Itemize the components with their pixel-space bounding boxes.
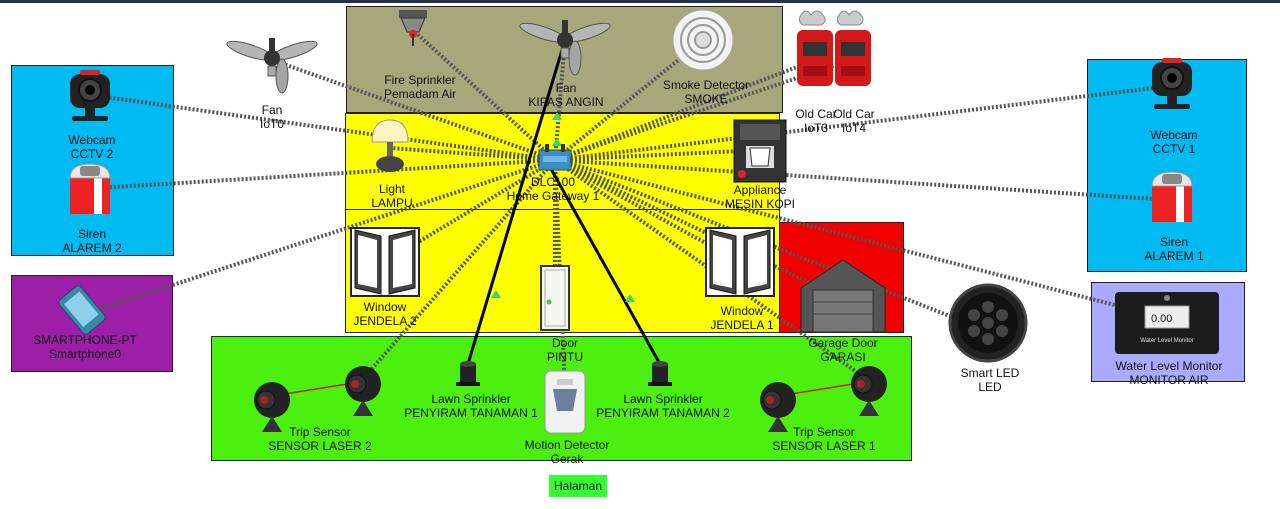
motion-detector-label: Motion Detector Gerak [524,438,610,466]
fan-kipas-label: Fan KIPAS ANGIN [528,81,604,109]
webcam-cctv2-label: Webcam CCTV 2 [68,133,116,161]
light-lampu-label: Light LAMPU [371,182,413,210]
home-gateway-icon[interactable] [538,144,572,171]
door-pintu-label: Door PINTU [547,336,583,364]
wired-cables [466,39,662,365]
lawn-sprinkler-icon[interactable] [648,361,672,386]
siren-icon[interactable] [1151,171,1193,223]
water-monitor-caption: Water Level Monitor [1140,338,1193,344]
top-border [0,0,1280,3]
water-monitor-label: Water Level Monitor MONITOR AIR [1115,359,1223,387]
lawn-sprinkler-icon[interactable] [456,361,480,386]
gateway-label: DLC100 Home Gateway 1 [506,175,600,203]
area-tag-halaman[interactable]: Halaman [549,475,607,497]
smartphone-label: SMARTPHONE-PT Smartphone0 [33,333,137,361]
old-car-iot3-label: Old Car IoT3 [795,107,837,135]
webcam-icon[interactable] [1151,57,1193,110]
garage-door-label: Garage Door GARASI [808,336,878,364]
smoke-detector-icon[interactable] [672,9,734,71]
fire-sprinkler-icon[interactable] [399,10,427,46]
window-jendela1-label: Window JENDELA 1 [710,304,774,332]
garage-door-icon[interactable] [800,259,886,333]
old-car-icon[interactable] [797,10,833,86]
fan-iot0-label: Fan IoT0 [259,103,285,131]
siren-alarem2-label: Siren ALAREM 2 [62,227,122,255]
webcam-icon[interactable] [69,69,111,122]
window-icon[interactable] [350,227,420,297]
cable-link-lights [491,112,635,302]
old-car-iot4-label: Old Car IoT4 [833,107,875,135]
smart-led-label: Smart LED LED [960,366,1020,394]
table-lamp-icon[interactable] [371,119,409,172]
lawn-sprinkler1-label: Lawn Sprinkler PENYIRAM TANAMAN 1 [404,392,538,420]
window-icon[interactable] [705,227,775,297]
smoke-detector-label: Smoke Detector SMOKE [662,78,750,106]
siren-icon[interactable] [69,163,111,215]
siren-alarem1-label: Siren ALAREM 1 [1144,235,1204,263]
ceiling-fan-icon[interactable] [224,37,320,94]
webcam-cctv1-label: Webcam CCTV 1 [1150,128,1198,156]
smartphone-icon[interactable] [57,284,107,336]
window-jendela2-label: Window JENDELA 2 [353,300,417,328]
smart-led-icon[interactable] [948,283,1028,363]
motion-detector-icon[interactable] [544,370,586,434]
water-monitor-reading: 0.00 [1151,313,1172,325]
lawn-sprinkler2-label: Lawn Sprinkler PENYIRAM TANAMAN 2 [596,392,730,420]
appliance-label: Appliance MESIN KOPI [724,183,796,211]
trip-sensor1-label: Trip Sensor SENSOR LASER 1 [772,425,876,453]
ceiling-fan-icon[interactable] [517,19,613,76]
trip-sensor-icon[interactable] [850,365,888,417]
trip-sensor2-label: Trip Sensor SENSOR LASER 2 [268,425,372,453]
door-icon[interactable] [540,265,570,331]
coffee-machine-icon[interactable] [733,119,787,183]
wireless-links [83,28,1171,391]
water-level-monitor-icon[interactable]: 0.00 Water Level Monitor [1115,292,1219,354]
old-car-icon[interactable] [835,10,871,86]
fire-sprinkler-label: Fire Sprinkler Pemadam Air [383,73,457,101]
trip-sensor-icon[interactable] [344,365,382,417]
